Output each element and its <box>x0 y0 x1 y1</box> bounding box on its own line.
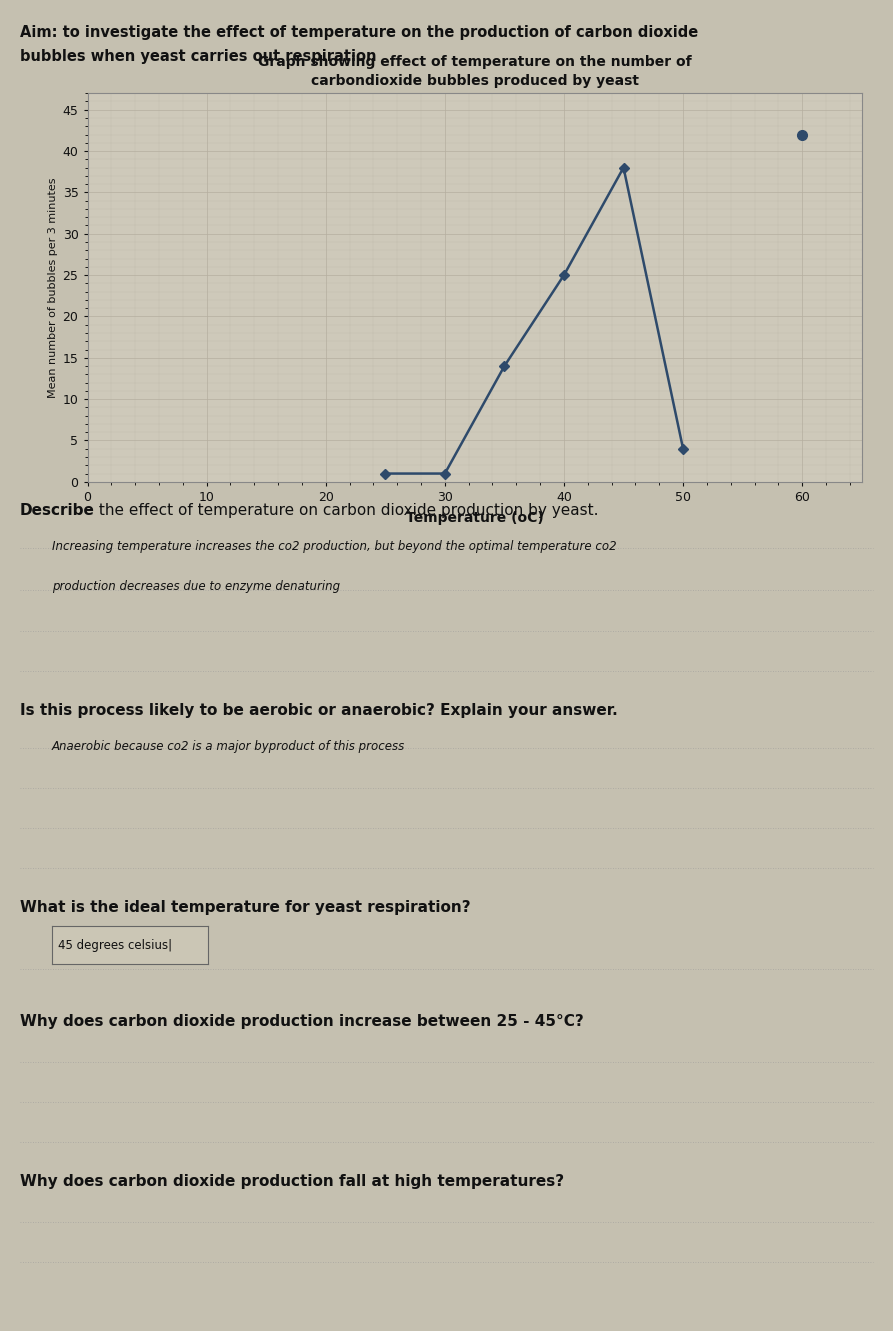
Text: Is this process likely to be aerobic or anaerobic? Explain your answer.: Is this process likely to be aerobic or … <box>20 703 617 717</box>
X-axis label: Temperature (oC): Temperature (oC) <box>405 511 544 524</box>
Text: Why does carbon dioxide production increase between 25 - 45°C?: Why does carbon dioxide production incre… <box>20 1014 583 1029</box>
Text: Describe: Describe <box>20 503 95 518</box>
Text: bubbles when yeast carries out respiration: bubbles when yeast carries out respirati… <box>20 49 376 64</box>
Text: Why does carbon dioxide production fall at high temperatures?: Why does carbon dioxide production fall … <box>20 1174 563 1189</box>
Text: Increasing temperature increases the co2 production, but beyond the optimal temp: Increasing temperature increases the co2… <box>52 540 616 554</box>
Text: 45 degrees celsius|: 45 degrees celsius| <box>58 938 172 952</box>
Text: production decreases due to enzyme denaturing: production decreases due to enzyme denat… <box>52 580 340 594</box>
Text: What is the ideal temperature for yeast respiration?: What is the ideal temperature for yeast … <box>20 900 471 914</box>
Text: Aim: to investigate the effect of temperature on the production of carbon dioxid: Aim: to investigate the effect of temper… <box>20 25 698 40</box>
Text: the effect of temperature on carbon dioxide production by yeast.: the effect of temperature on carbon diox… <box>94 503 598 518</box>
Y-axis label: Mean number of bubbles per 3 minutes: Mean number of bubbles per 3 minutes <box>48 177 58 398</box>
Title: Graph showing effect of temperature on the number of
carbondioxide bubbles produ: Graph showing effect of temperature on t… <box>258 56 691 88</box>
Text: Anaerobic because co2 is a major byproduct of this process: Anaerobic because co2 is a major byprodu… <box>52 740 405 753</box>
